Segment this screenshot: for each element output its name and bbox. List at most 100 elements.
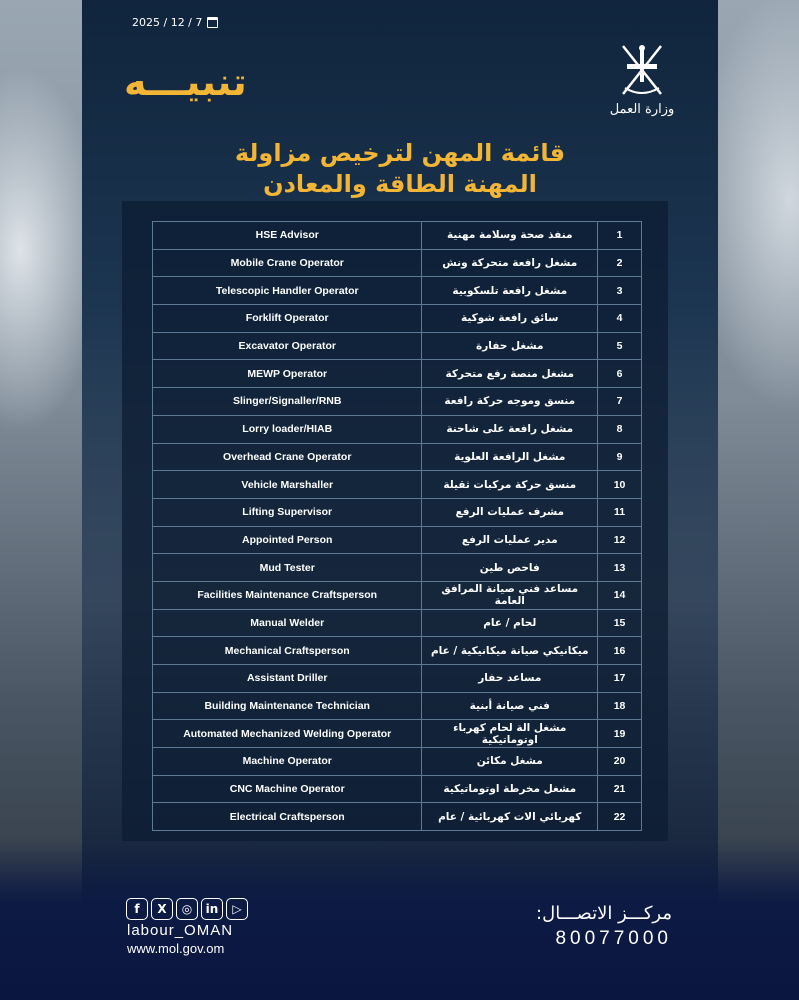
row-number: 1 — [597, 221, 642, 250]
table-row: Mobile Crane Operator مشغل رافعة متحركة و… — [151, 248, 642, 278]
row-number: 2 — [597, 248, 642, 278]
english-name: MEWP Operator — [151, 359, 423, 389]
english-name: Lifting Supervisor — [151, 497, 423, 527]
row-number: 17 — [597, 664, 642, 693]
english-name: Building Maintenance Technician — [151, 691, 423, 721]
row-number: 5 — [597, 331, 642, 361]
table-row: Vehicle Marshaller منسق حركة مركبات ثقيلة… — [151, 470, 642, 499]
arabic-name: مدير عمليات الرفع — [421, 525, 599, 555]
english-name: Electrical Craftsperson — [151, 802, 423, 832]
table-row: Telescopic Handler Operator مشغل رافعة تل… — [151, 276, 642, 306]
arabic-name: منسق حركة مركبات ثقيلة — [421, 470, 599, 499]
alert-title: تنبيـــه — [124, 60, 247, 104]
social-handle: labour_OMAN — [127, 922, 234, 939]
table-row: Lifting Supervisor مشرف عمليات الرفع 11 — [151, 497, 642, 527]
table-row: Overhead Crane Operator مشغل الرافعة العل… — [151, 442, 642, 472]
english-name: Assistant Driller — [151, 664, 423, 693]
row-number: 16 — [597, 636, 642, 665]
arabic-name: مشغل منصة رفع متحركة — [421, 359, 599, 389]
arabic-name: مشغل حفارة — [421, 331, 599, 361]
table-row: Excavator Operator مشغل حفارة 5 — [151, 331, 642, 361]
english-name: Mobile Crane Operator — [151, 248, 423, 278]
logo-text: وزارة العمل — [609, 102, 675, 117]
row-number: 4 — [597, 304, 642, 333]
arabic-name: مشرف عمليات الرفع — [421, 497, 599, 527]
title-line: المهنة الطاقة والمعادن — [263, 170, 537, 198]
oman-emblem-icon — [622, 45, 662, 95]
page-title: قائمة المهن لترخيص مزاولة المهنة الطاقة … — [82, 138, 718, 200]
english-name: Appointed Person — [151, 525, 423, 555]
youtube-icon[interactable]: ▷ — [226, 898, 248, 920]
table-row: Facilities Maintenance Craftsperson مساعد… — [151, 580, 642, 610]
professions-table: HSE Advisor منفذ صحة وسلامة مهنية 1 Mobile … — [151, 221, 642, 832]
arabic-name: مساعد حفار — [421, 664, 599, 693]
phone-number: 80077000 — [555, 928, 672, 949]
table-row: Mud Tester فاحص طين 13 — [151, 553, 642, 582]
english-name: Forklift Operator — [151, 304, 423, 333]
english-name: Telescopic Handler Operator — [151, 276, 423, 306]
english-name: HSE Advisor — [151, 221, 423, 250]
english-name: CNC Machine Operator — [151, 774, 423, 804]
linkedin-icon[interactable]: in — [201, 898, 223, 920]
footer-band — [0, 840, 799, 1000]
arabic-name: مشغل مكائن — [421, 747, 599, 776]
english-name: Lorry loader/HIAB — [151, 414, 423, 444]
date-text: 2025 / 12 / 7 — [132, 16, 203, 29]
table-row: CNC Machine Operator مشغل مخرطة اوتوماتيك… — [151, 774, 642, 804]
table-row: Electrical Craftsperson كهربائي الات كهرب… — [151, 802, 642, 832]
website-link[interactable]: www.mol.gov.om — [127, 941, 225, 956]
english-name: Vehicle Marshaller — [151, 470, 423, 499]
table-row: Mechanical Craftsperson ميكانيكي صيانة مي… — [151, 636, 642, 665]
row-number: 11 — [597, 497, 642, 527]
table-row: Building Maintenance Technician فني صيانة… — [151, 691, 642, 721]
social-icons: f X ◎ in ▷ — [126, 898, 248, 920]
table-row: Machine Operator مشغل مكائن 20 — [151, 747, 642, 776]
table-row: Appointed Person مدير عمليات الرفع 12 — [151, 525, 642, 555]
x-icon[interactable]: X — [151, 898, 173, 920]
arabic-name: منسق وموجه حركة رافعة — [421, 387, 599, 416]
arabic-name: مشغل الرافعة العلوية — [421, 442, 599, 472]
row-number: 9 — [597, 442, 642, 472]
row-number: 22 — [597, 802, 642, 832]
arabic-name: مشغل رافعة تلسكوبية — [421, 276, 599, 306]
row-number: 7 — [597, 387, 642, 416]
english-name: Machine Operator — [151, 747, 423, 776]
row-number: 13 — [597, 553, 642, 582]
english-name: Slinger/Signaller/RNB — [151, 387, 423, 416]
instagram-icon[interactable]: ◎ — [176, 898, 198, 920]
table-row: Assistant Driller مساعد حفار 17 — [151, 664, 642, 693]
row-number: 18 — [597, 691, 642, 721]
row-number: 15 — [597, 608, 642, 638]
table-row: Slinger/Signaller/RNB منسق وموجه حركة راف… — [151, 387, 642, 416]
arabic-name: لحام / عام — [421, 608, 599, 638]
arabic-name: مشغل رافعة على شاحنة — [421, 414, 599, 444]
table-row: HSE Advisor منفذ صحة وسلامة مهنية 1 — [151, 221, 642, 250]
english-name: Overhead Crane Operator — [151, 442, 423, 472]
arabic-name: مشغل مخرطة اوتوماتيكية — [421, 774, 599, 804]
english-name: Mud Tester — [151, 553, 423, 582]
table-row: Manual Welder لحام / عام 15 — [151, 608, 642, 638]
facebook-icon[interactable]: f — [126, 898, 148, 920]
arabic-name: كهربائي الات كهربائية / عام — [421, 802, 599, 832]
arabic-name: مشغل الة لحام كهرباء اوتوماتيكية — [421, 719, 599, 749]
arabic-name: فاحص طين — [421, 553, 599, 582]
ministry-logo: وزارة العمل — [606, 42, 678, 128]
arabic-name: مساعد فني صيانة المرافق العامة — [421, 580, 599, 610]
table-row: Automated Mechanized Welding Operator مشغ… — [151, 719, 642, 749]
table-row: Forklift Operator سائق رافعة شوكية 4 — [151, 304, 642, 333]
arabic-name: مشغل رافعة متحركة ونش — [421, 248, 599, 278]
row-number: 6 — [597, 359, 642, 389]
arabic-name: ميكانيكي صيانة ميكانيكية / عام — [421, 636, 599, 665]
row-number: 8 — [597, 414, 642, 444]
title-line: قائمة المهن لترخيص مزاولة — [234, 139, 566, 167]
arabic-name: منفذ صحة وسلامة مهنية — [421, 221, 599, 250]
arabic-name: سائق رافعة شوكية — [421, 304, 599, 333]
row-number: 10 — [597, 470, 642, 499]
english-name: Excavator Operator — [151, 331, 423, 361]
english-name: Facilities Maintenance Craftsperson — [151, 580, 423, 610]
table-row: MEWP Operator مشغل منصة رفع متحركة 6 — [151, 359, 642, 389]
date: 2025 / 12 / 7 — [132, 16, 219, 29]
english-name: Manual Welder — [151, 608, 423, 638]
arabic-name: فني صيانة أبنية — [421, 691, 599, 721]
contact-label: مركـــز الاتصـــال: — [536, 903, 672, 924]
